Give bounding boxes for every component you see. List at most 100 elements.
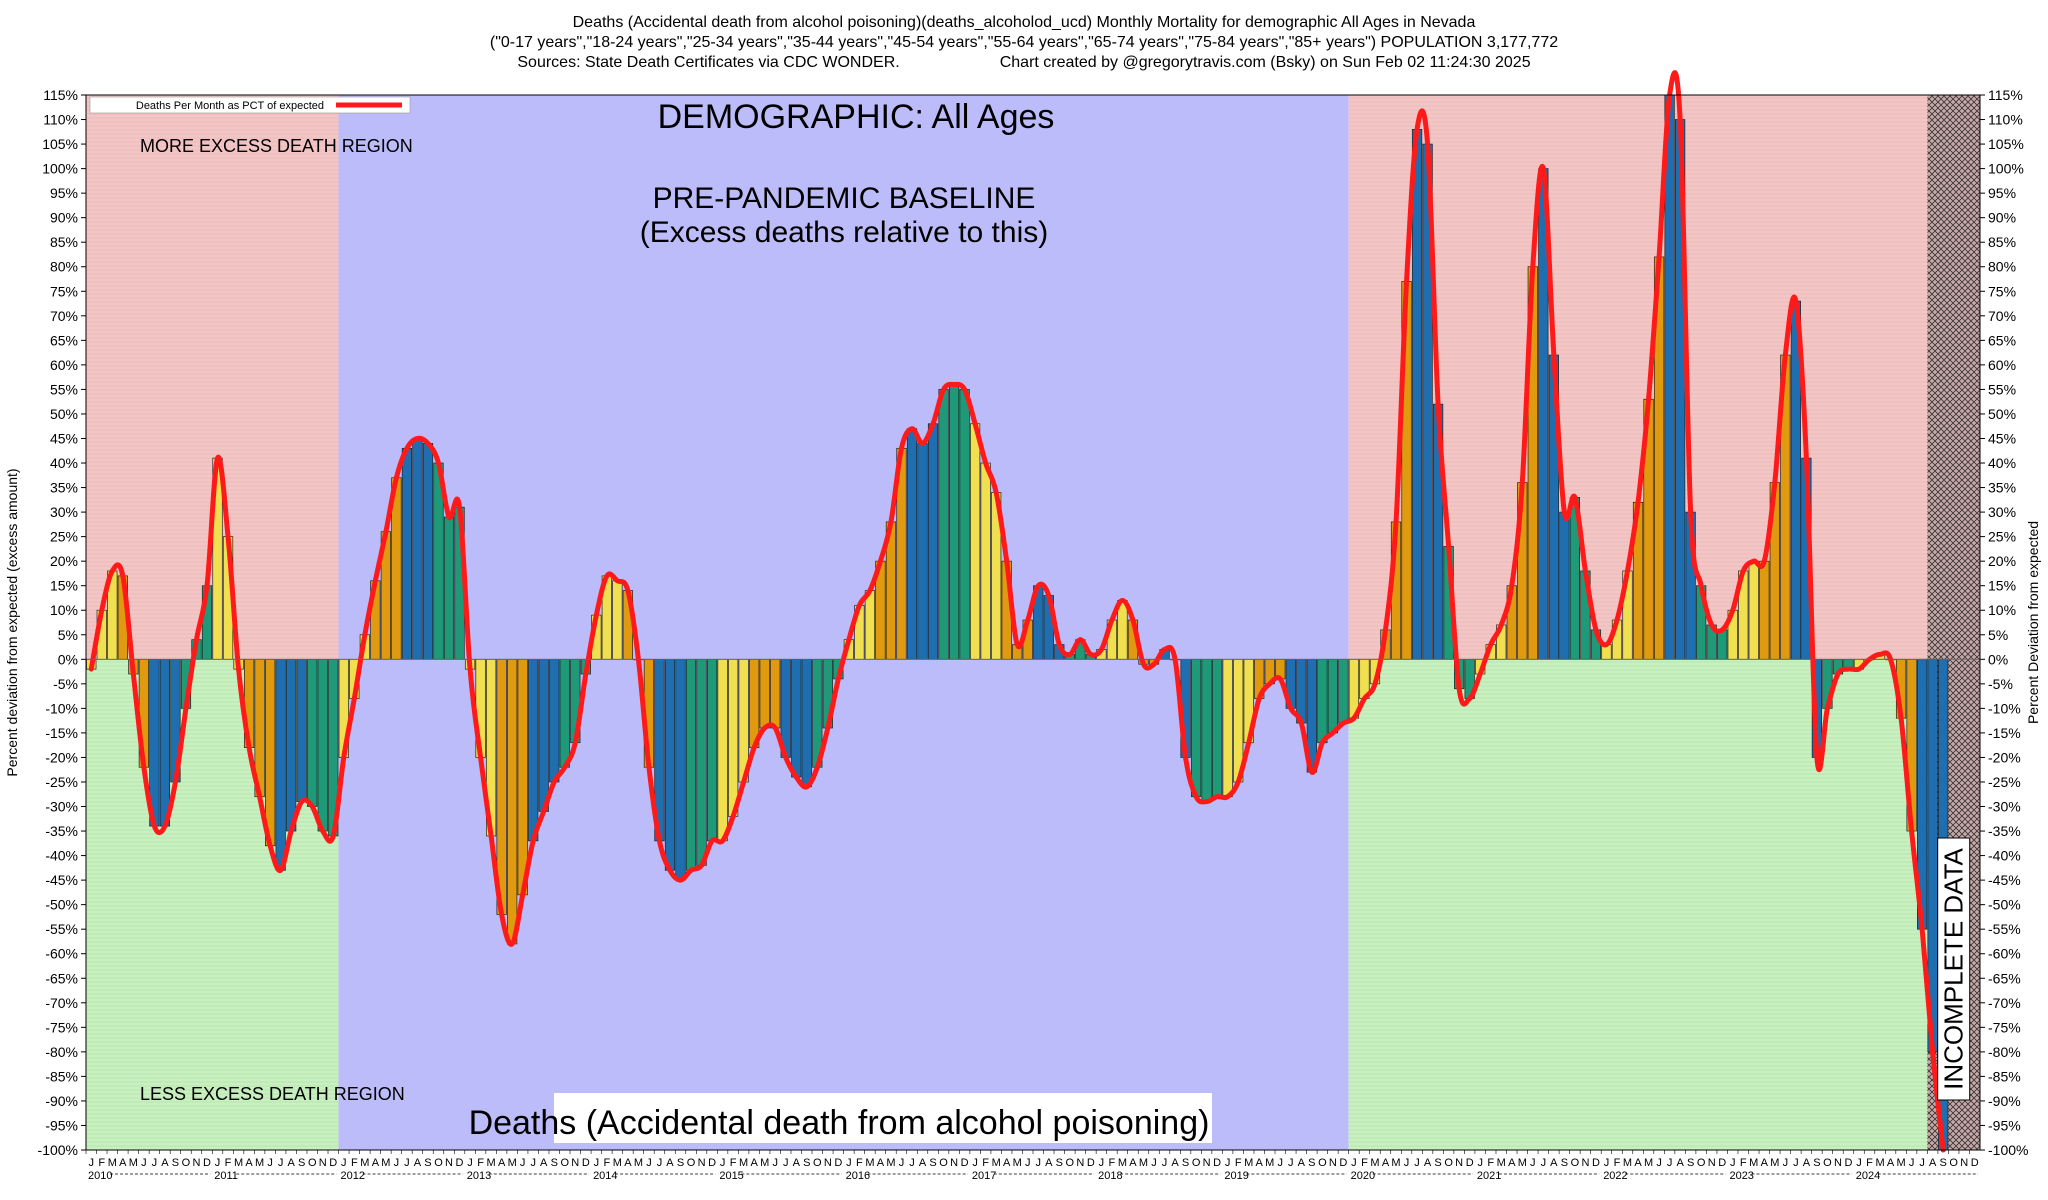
y-tick-label-right: -60% (1988, 946, 2021, 962)
x-month-label: D (708, 1157, 716, 1169)
x-month-label: M (108, 1157, 117, 1169)
x-month-label: N (1203, 1157, 1211, 1169)
y-tick-label-left: -20% (45, 749, 78, 765)
baseline-annotation-line2: (Excess deaths relative to this) (640, 216, 1049, 249)
x-year-label: 2022 (1603, 1170, 1627, 1182)
x-month-label: A (1550, 1157, 1558, 1169)
x-month-label: M (1391, 1157, 1400, 1169)
x-month-label: O (560, 1157, 569, 1169)
bar-68 (801, 658, 812, 788)
y-tick-label-right: -95% (1988, 1117, 2021, 1133)
x-month-label: F (1487, 1157, 1494, 1169)
x-month-label: A (245, 1157, 253, 1169)
y-tick-label-left: 90% (50, 210, 78, 226)
y-tick-label-right: -25% (1988, 774, 2021, 790)
bar-98 (1117, 600, 1128, 660)
x-month-label: F (1361, 1157, 1368, 1169)
x-month-label: A (498, 1157, 506, 1169)
y-axis-title-left: Percent deviation from expected (excess … (4, 468, 20, 776)
bar-41 (517, 658, 528, 896)
x-month-label: A (119, 1157, 127, 1169)
x-month-label: J (1025, 1157, 1031, 1169)
y-tick-label-right: 55% (1988, 381, 2016, 397)
x-month-label: A (161, 1157, 169, 1169)
y-tick-label-right: 95% (1988, 185, 2016, 201)
x-year-label: 2017 (972, 1170, 996, 1182)
bar-105 (1190, 658, 1202, 798)
x-month-label: J (1604, 1157, 1610, 1169)
x-month-label: M (1896, 1157, 1905, 1169)
x-month-label: A (1298, 1157, 1306, 1169)
x-month-label: S (1308, 1157, 1315, 1169)
x-month-label: J (1225, 1157, 1231, 1169)
x-year-label: 2014 (593, 1170, 617, 1182)
y-tick-label-right: 65% (1988, 332, 2016, 348)
x-month-label: D (961, 1157, 969, 1169)
x-month-label: D (1844, 1157, 1852, 1169)
y-tick-label-right: -5% (1988, 676, 2013, 692)
x-month-label: M (1244, 1157, 1253, 1169)
y-tick-label-right: -100% (1988, 1142, 2028, 1158)
x-month-label: A (1045, 1157, 1053, 1169)
bar-64 (759, 658, 770, 729)
x-month-label: J (152, 1157, 158, 1169)
x-month-label: A (1424, 1157, 1432, 1169)
y-tick-label-right: 110% (1988, 112, 2023, 128)
x-month-label: D (1971, 1157, 1979, 1169)
bar-59 (706, 658, 718, 842)
x-month-label: J (1162, 1157, 1168, 1169)
x-month-label: D (1592, 1157, 1600, 1169)
x-month-label: O (1192, 1157, 1201, 1169)
y-tick-label-left: -35% (45, 823, 78, 839)
x-month-label: M (1497, 1157, 1506, 1169)
sources-text: Sources: State Death Certificates via CD… (517, 54, 900, 71)
incomplete-label-box (1937, 837, 1971, 1101)
incomplete-data-annotation: INCOMPLETE DATA (1939, 847, 1969, 1089)
x-month-label: M (1013, 1157, 1022, 1169)
bar-108 (1222, 658, 1233, 798)
y-tick-label-right: -65% (1988, 970, 2021, 986)
x-year-label: 2012 (341, 1170, 365, 1182)
bar-82 (948, 384, 960, 660)
bar-159 (1759, 560, 1770, 660)
y-tick-label-left: 80% (50, 259, 78, 275)
y-tick-label-left: -100% (38, 1142, 78, 1158)
x-month-label: J (215, 1157, 221, 1169)
x-month-label: O (1444, 1157, 1453, 1169)
y-tick-label-left: 35% (50, 480, 78, 496)
x-month-label: F (98, 1157, 105, 1169)
x-month-label: F (603, 1157, 610, 1169)
y-tick-label-right: -90% (1988, 1093, 2021, 1109)
x-month-label: A (372, 1157, 380, 1169)
x-month-label: N (1581, 1157, 1589, 1169)
x-month-label: J (467, 1157, 473, 1169)
bar-126 (1411, 128, 1423, 660)
x-month-label: D (329, 1157, 337, 1169)
y-tick-label-right: -40% (1988, 848, 2021, 864)
subtitle-box (554, 1093, 1212, 1143)
y-axis-title-right: Percent Deviation from expected (2025, 521, 2041, 724)
x-month-label: N (571, 1157, 579, 1169)
x-month-label: A (877, 1157, 885, 1169)
x-month-label: S (803, 1157, 810, 1169)
x-year-label: 2020 (1351, 1170, 1375, 1182)
x-month-label: M (1518, 1157, 1527, 1169)
x-month-label: A (1003, 1157, 1011, 1169)
bar-7 (159, 658, 171, 827)
x-month-label: M (1265, 1157, 1274, 1169)
y-tick-label-right: 75% (1988, 283, 2016, 299)
bar-34 (443, 516, 455, 660)
x-month-label: F (1235, 1157, 1242, 1169)
y-tick-label-right: 10% (1988, 602, 2016, 618)
x-month-label: O (813, 1157, 822, 1169)
bar-158 (1748, 560, 1759, 660)
bar-58 (696, 658, 707, 866)
y-tick-label-right: -55% (1988, 921, 2021, 937)
x-year-label: 2018 (1098, 1170, 1122, 1182)
y-tick-label-left: -55% (45, 921, 78, 937)
y-tick-label-left: 50% (50, 406, 78, 422)
baseline-region (338, 95, 1349, 1150)
y-tick-label-left: 55% (50, 381, 78, 397)
y-tick-label-left: -50% (45, 897, 78, 913)
